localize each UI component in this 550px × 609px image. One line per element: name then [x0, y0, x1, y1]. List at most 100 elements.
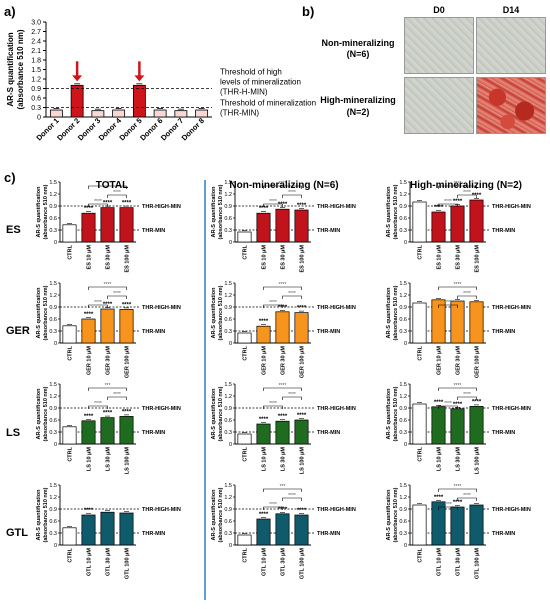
a-ytick-label: 2.4 [31, 39, 41, 46]
c-bracket-label: **** [288, 291, 296, 297]
c-bar [431, 501, 446, 546]
c-xtick-label: CTRL [68, 547, 74, 562]
a-ytick-label: 1.5 [31, 67, 41, 74]
a-threshold-label: (THR-H-MIN) [220, 88, 268, 97]
c-ytick-label: 0.3 [399, 228, 407, 234]
c-bracket-label: **** [463, 291, 471, 297]
panel-label-b: b) [302, 4, 314, 19]
row-label-gtl: GTL [6, 527, 28, 539]
panel-b-row-nonmin-n: (N=6) [347, 49, 370, 59]
c-ytick-label: 1.2 [224, 192, 232, 198]
panel-label-c: c) [4, 170, 16, 185]
c-bar [237, 231, 252, 243]
c-ytick-label: 0.9 [224, 204, 232, 210]
c-ylabel2: (absorbance 510 nm) [393, 285, 399, 340]
c-bracket-label: **** [463, 493, 471, 499]
c-bracket [263, 488, 302, 492]
c-bar [275, 208, 290, 243]
c-xtick-label: CTRL [243, 345, 249, 360]
c-thr-high-label: THR-HIGH-MIN [142, 406, 181, 412]
c-bracket [282, 396, 302, 400]
c-xtick-label: CTRL [418, 345, 424, 360]
c-ytick-label: 0 [54, 240, 57, 246]
c-xtick-label: CTRL [68, 244, 74, 259]
row-label-ger: GER [6, 325, 30, 337]
c-xtick-label: GTL 10 μM [87, 548, 93, 576]
c-thr-high-label: THR-HIGH-MIN [492, 305, 531, 311]
c-bracket-label: **** [94, 300, 102, 306]
chart-es-0: 0 0.3 0.6 0.9 1.2 1.5 AR-S quantification (abso… [36, 180, 181, 273]
a-ylabel2: (absorbance 510 nm) [16, 29, 25, 109]
c-ytick-label: 0 [229, 341, 232, 347]
chart-ls-1: 0 0.3 0.6 0.9 1.2 1.5 AR-S quantification (abso… [211, 382, 356, 474]
c-ytick-label: 1.2 [49, 394, 57, 400]
c-bar [119, 309, 134, 344]
c-bracket [457, 396, 477, 400]
c-bar [412, 504, 427, 546]
col-title-highmin: High-mineralizing (N=2) [410, 180, 522, 191]
micrograph-nonmin-d0 [404, 17, 474, 74]
c-xtick-label: CTRL [68, 446, 74, 461]
a-threshold-label: Threshold of mineralization [220, 99, 316, 108]
c-xtick-label: LS 30 μM [281, 447, 287, 472]
c-sig-label: **** [453, 500, 463, 506]
c-bracket-label: **** [454, 181, 462, 187]
c-sig-label: **** [434, 495, 444, 501]
c-xtick-label: ES 100 μM [475, 245, 481, 273]
panel-b-row-nonmin: Non-mineralizing [321, 38, 394, 48]
c-bar [81, 318, 96, 344]
c-ylabel2: (absorbance 510 nm) [43, 386, 49, 441]
a-ytick-label: 1.2 [31, 77, 41, 84]
c-xtick-label: ES 30 μM [106, 245, 112, 270]
c-ytick-label: 0.6 [399, 216, 407, 222]
micrograph-nonmin-d14 [476, 17, 546, 74]
c-sig-label: **** [103, 201, 113, 207]
c-bar [256, 212, 271, 243]
c-bracket-label: **** [463, 392, 471, 398]
c-ytick-label: 0.3 [224, 430, 232, 436]
c-bar [256, 325, 271, 344]
c-xtick-label: GER 30 μM [106, 346, 112, 375]
chart-ger-2: 0 0.3 0.6 0.9 1.2 1.5 AR-S quantification (abso… [386, 281, 531, 378]
a-bar [195, 109, 209, 118]
a-ytick-label: 0.6 [31, 96, 41, 103]
c-bracket-label: **** [444, 300, 452, 306]
c-ytick-label: 1.5 [49, 281, 57, 287]
c-thr-high-label: THR-HIGH-MIN [317, 204, 356, 210]
c-ytick-label: 1.5 [224, 382, 232, 388]
c-bracket-label: **** [279, 383, 287, 389]
c-thr-low-label: THR-MIN [142, 531, 165, 537]
c-thr-low-label: THR-MIN [142, 228, 165, 234]
c-xtick-label: GER 30 μM [281, 346, 287, 375]
a-bar [91, 110, 105, 118]
chart-es-2: 0 0.3 0.6 0.9 1.2 1.5 AR-S quantification (abso… [386, 180, 531, 273]
c-ylabel: AR-S quantification [386, 287, 392, 339]
c-bracket-label: **** [113, 190, 121, 196]
c-sig-label: **** [278, 507, 288, 513]
c-ytick-label: 0.9 [49, 507, 57, 513]
c-ylabel: AR-S quantification [36, 489, 42, 541]
c-bracket [438, 488, 477, 492]
c-ylabel2: (absorbance 510 nm) [43, 184, 49, 239]
c-bracket [88, 304, 108, 308]
a-ytick-label: 2.7 [31, 29, 41, 36]
c-xtick-label: CTRL [243, 244, 249, 259]
c-ytick-label: 0.3 [224, 329, 232, 335]
c-bracket [438, 387, 477, 391]
micrograph-highmin-d14 [476, 77, 546, 134]
c-ytick-label: 0.9 [399, 204, 407, 210]
a-threshold-label: levels of mineralization [220, 78, 301, 87]
panel-b-col-d14: D14 [503, 5, 520, 15]
c-ytick-label: 0.9 [224, 507, 232, 513]
c-thr-low-label: THR-MIN [492, 531, 515, 537]
c-bracket-label: **** [104, 181, 112, 187]
chart-ger-0: 0 0.3 0.6 0.9 1.2 1.5 AR-S quantification (abso… [36, 281, 181, 378]
c-ylabel: AR-S quantification [211, 287, 217, 339]
c-bracket [457, 295, 477, 299]
c-sig-label: **** [472, 193, 482, 199]
c-bracket-label: **** [269, 199, 277, 205]
c-ylabel: AR-S quantification [386, 489, 392, 541]
c-bracket [438, 405, 458, 409]
c-bracket [88, 387, 127, 391]
c-ytick-label: 1.2 [399, 495, 407, 501]
